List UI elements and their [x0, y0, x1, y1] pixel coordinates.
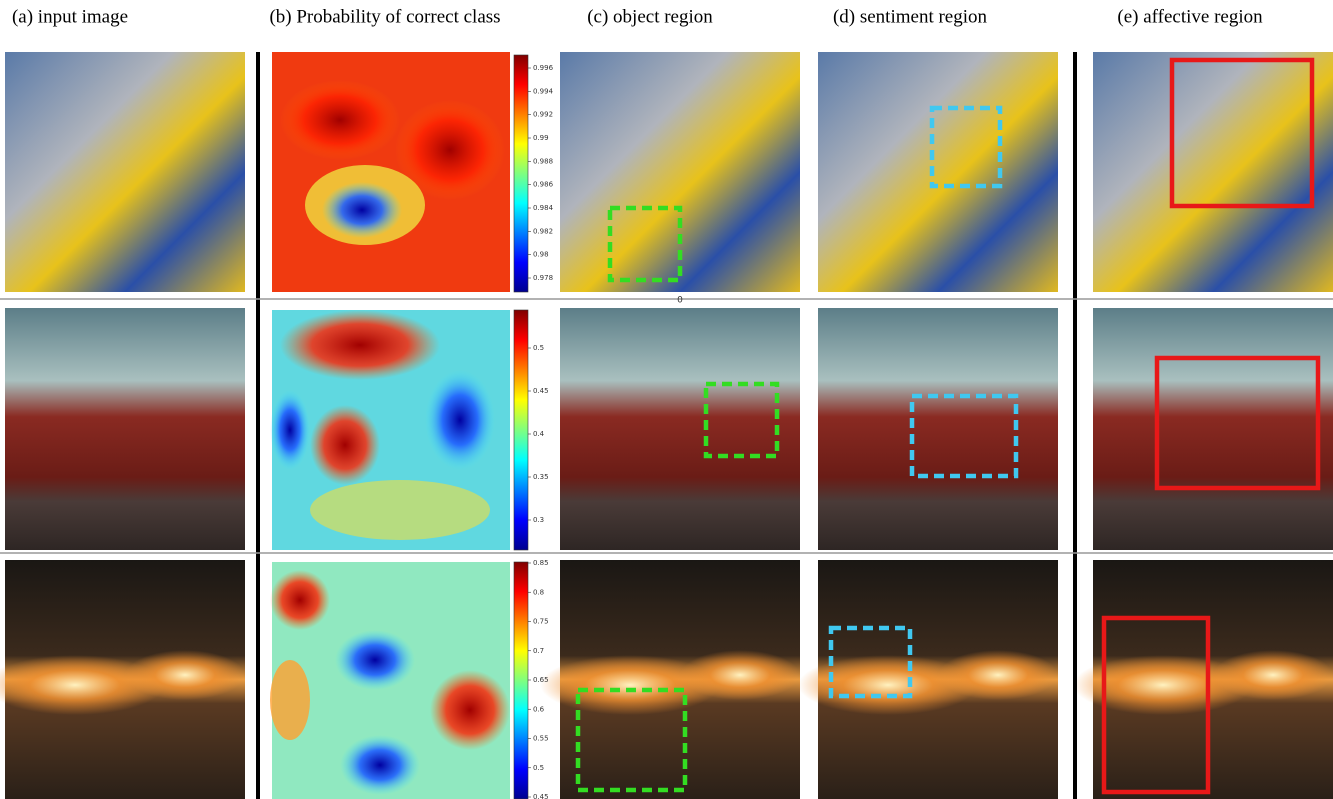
- colorbar-tick-label: 0.5: [533, 344, 544, 352]
- colorbar: [513, 54, 529, 293]
- divider-label: 0: [677, 296, 683, 306]
- heatmap-blob: [270, 390, 310, 470]
- photo-fire: [125, 650, 245, 700]
- colorbar-tick-label: 0.65: [533, 676, 549, 684]
- colorbar-tick-label: 0.7: [533, 647, 544, 655]
- heatmap-blob: [270, 570, 330, 630]
- photo: [1093, 308, 1333, 550]
- colorbar-tick-label: 0.99: [533, 134, 549, 142]
- heatmaps: [270, 52, 510, 799]
- colorbar-tick-label: 0.98: [533, 251, 549, 259]
- heatmap-blob: [310, 480, 490, 540]
- heatmap-blob: [280, 80, 400, 160]
- colorbar-tick-label: 0.75: [533, 618, 549, 626]
- photo: [5, 52, 245, 292]
- region-box: [1169, 57, 1315, 209]
- dashed-region-box: [607, 205, 683, 283]
- column-header: (a) input image: [12, 6, 128, 27]
- labels: (a) input image (b) Probability of correc…: [12, 6, 1263, 799]
- dividers: 0: [0, 52, 1333, 799]
- colorbar-tick-label: 0.5: [533, 764, 544, 772]
- colorbar-tick-label: 0.85: [533, 559, 549, 567]
- colorbar-tick-label: 0.3: [533, 516, 544, 524]
- photo-fire: [798, 655, 978, 715]
- dashed-region-box: [575, 687, 688, 793]
- colorbar-tick-label: 0.994: [533, 87, 554, 95]
- colorbar-tick-label: 0.986: [533, 181, 554, 189]
- column-header: (e) affective region: [1117, 6, 1263, 27]
- photo-fire: [938, 650, 1058, 700]
- column-header: (d) sentiment region: [833, 6, 988, 27]
- dashed-region-box: [909, 393, 1019, 479]
- heatmap-blob: [340, 735, 420, 795]
- heatmap-blob: [430, 670, 510, 750]
- dashed-region-box: [929, 105, 1003, 189]
- region-boxes: [575, 57, 1321, 795]
- heatmap-blob: [310, 405, 380, 485]
- heatmap-blob: [280, 310, 440, 380]
- colorbar-tick-label: 0.8: [533, 588, 544, 596]
- colorbar-tick-label: 0.978: [533, 274, 553, 282]
- colorbar-tick-label: 0.992: [533, 111, 553, 119]
- colorbar-tick-label: 0.996: [533, 64, 554, 72]
- colorbar-tick-label: 0.982: [533, 227, 553, 235]
- colorbar-tick-label: 0.35: [533, 473, 549, 481]
- colorbar-tick-label: 0.45: [533, 387, 549, 395]
- colorbar-tick-label: 0.988: [533, 157, 553, 165]
- heatmap-blob: [335, 630, 415, 690]
- region-box: [1154, 355, 1321, 491]
- column-header: (b) Probability of correct class: [269, 6, 500, 27]
- heatmap-blob: [322, 182, 402, 238]
- region-box: [1101, 615, 1211, 795]
- colorbar-tick-label: 0.45: [533, 793, 549, 799]
- colorbar-tick-label: 0.4: [533, 430, 545, 438]
- colorbar: [513, 561, 529, 799]
- photo: [560, 308, 800, 550]
- photo-fire: [680, 650, 800, 700]
- photo: [818, 52, 1058, 292]
- photo: [1093, 52, 1333, 292]
- colorbar-tick-label: 0.984: [533, 204, 554, 212]
- heatmap-blob: [395, 100, 505, 200]
- photo: [818, 308, 1058, 550]
- photo-grid: [0, 52, 1333, 799]
- photo: [5, 308, 245, 550]
- colorbar-tick-label: 0.6: [533, 705, 545, 713]
- colorbar-tick-label: 0.55: [533, 735, 549, 743]
- colorbar: [513, 309, 529, 551]
- heatmap-blob: [270, 660, 310, 740]
- heatmap-blob: [425, 370, 495, 470]
- dashed-region-box: [828, 625, 913, 699]
- photo-fire: [0, 655, 165, 715]
- column-header: (c) object region: [587, 6, 713, 27]
- photo-fire: [540, 655, 720, 715]
- photo-fire: [1213, 650, 1333, 700]
- dashed-region-box: [703, 381, 780, 459]
